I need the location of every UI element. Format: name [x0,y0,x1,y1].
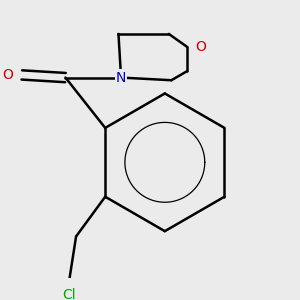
Text: O: O [2,68,13,82]
Text: O: O [195,40,206,54]
Text: Cl: Cl [63,288,76,300]
Text: N: N [116,70,126,85]
Text: N: N [116,70,126,85]
